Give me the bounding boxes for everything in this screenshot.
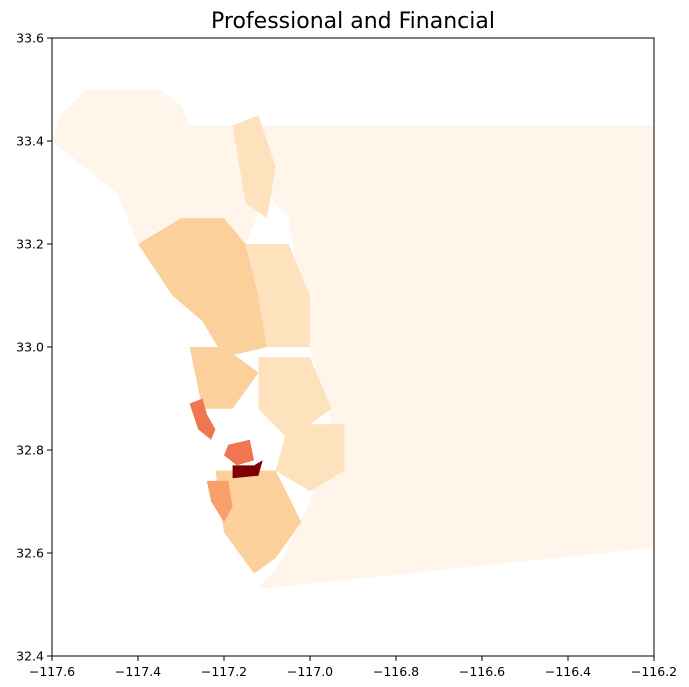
x-tick-label: −116.4 (545, 664, 591, 679)
y-tick-label: 32.8 (16, 443, 44, 458)
x-tick-label: −116.2 (631, 664, 677, 679)
y-tick-label: 33.2 (16, 237, 44, 252)
region-coastal-mid-tracts (189, 347, 259, 409)
y-tick-label: 32.6 (16, 546, 44, 561)
region-valley-center-tracts (232, 115, 276, 219)
region-inland-mid-tracts (258, 357, 332, 440)
x-tick-label: −117.4 (115, 664, 161, 679)
y-axis: 32.4 32.6 32.8 33.0 33.2 33.4 33.6 (16, 31, 52, 664)
chart-title: Professional and Financial (211, 9, 495, 34)
y-tick-label: 33.0 (16, 340, 44, 355)
x-axis: −117.6 −117.4 −117.2 −117.0 −116.8 −116.6 −116… (29, 656, 677, 679)
x-tick-label: −117.2 (201, 664, 247, 679)
region-coastal-north-tracts (138, 218, 267, 358)
region-county-north-background (52, 89, 267, 244)
x-tick-label: −116.8 (373, 664, 419, 679)
region-point-loma-tracts (206, 480, 233, 523)
y-tick-label: 33.6 (16, 31, 44, 46)
x-tick-label: −117.6 (29, 664, 75, 679)
region-mission-hills-tracts (224, 439, 255, 466)
region-inland-north-tracts (245, 244, 310, 347)
y-tick-label: 33.4 (16, 134, 44, 149)
x-tick-label: −117.0 (287, 664, 333, 679)
region-east-county-tracts (275, 424, 345, 492)
region-county-east-background (189, 125, 654, 589)
region-downtown-tracts (232, 460, 263, 479)
region-la-jolla-tracts (189, 398, 216, 440)
y-tick-label: 32.4 (16, 649, 44, 664)
region-layer (52, 89, 654, 589)
x-tick-label: −116.6 (459, 664, 505, 679)
region-south-county-tracts (215, 470, 302, 574)
